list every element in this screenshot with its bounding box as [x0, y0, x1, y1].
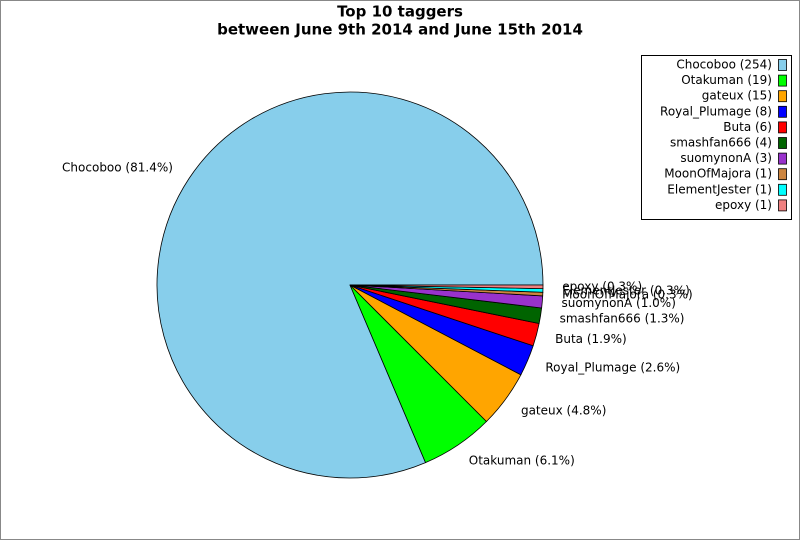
slice-label: smashfan666 (1.3%) [560, 311, 685, 325]
slice-label: epoxy (0.3%) [562, 280, 642, 294]
legend-label: epoxy (1) [715, 198, 772, 212]
legend-swatch [778, 168, 787, 181]
legend-box [641, 55, 792, 220]
pie-slice [349, 284, 544, 290]
slice-label: MoonOfMajora (0.3%) [562, 288, 693, 302]
legend-swatch [778, 90, 787, 103]
slice-label: Buta (1.9%) [555, 332, 627, 346]
slice-label: suomynonA (1.0%) [561, 296, 675, 310]
legend-label: gateux (15) [702, 89, 772, 103]
chart-subtitle: between June 9th 2014 and June 15th 2014 [217, 21, 583, 39]
legend-swatch [778, 105, 787, 118]
legend-swatch [778, 183, 787, 196]
slice-label: Chocoboo (81.4%) [62, 160, 173, 174]
legend-label: Royal_Plumage (8) [660, 104, 772, 118]
legend-label: Otakuman (19) [681, 73, 772, 87]
legend-swatch [778, 137, 787, 149]
legend-swatch [778, 59, 787, 71]
slice-label: Otakuman (6.1%) [469, 453, 575, 467]
legend-label: suomynonA (3) [680, 151, 772, 165]
legend-label: Chocoboo (254) [676, 58, 772, 72]
legend-label: Buta (6) [723, 120, 772, 134]
legend-swatch [778, 121, 787, 134]
legend-label: ElementJester (1) [667, 182, 772, 196]
slice-label: gateux (4.8%) [521, 403, 606, 417]
slice-label: Royal_Plumage (2.6%) [545, 361, 680, 375]
legend-label: smashfan666 (4) [670, 136, 772, 150]
slice-label: ElementJester (0.3%) [562, 284, 690, 298]
legend-swatch [778, 199, 787, 212]
legend-label: MoonOfMajora (1) [664, 167, 772, 181]
chart-title: Top 10 taggers [337, 3, 463, 21]
legend-swatch [778, 74, 787, 87]
legend-swatch [778, 152, 787, 165]
